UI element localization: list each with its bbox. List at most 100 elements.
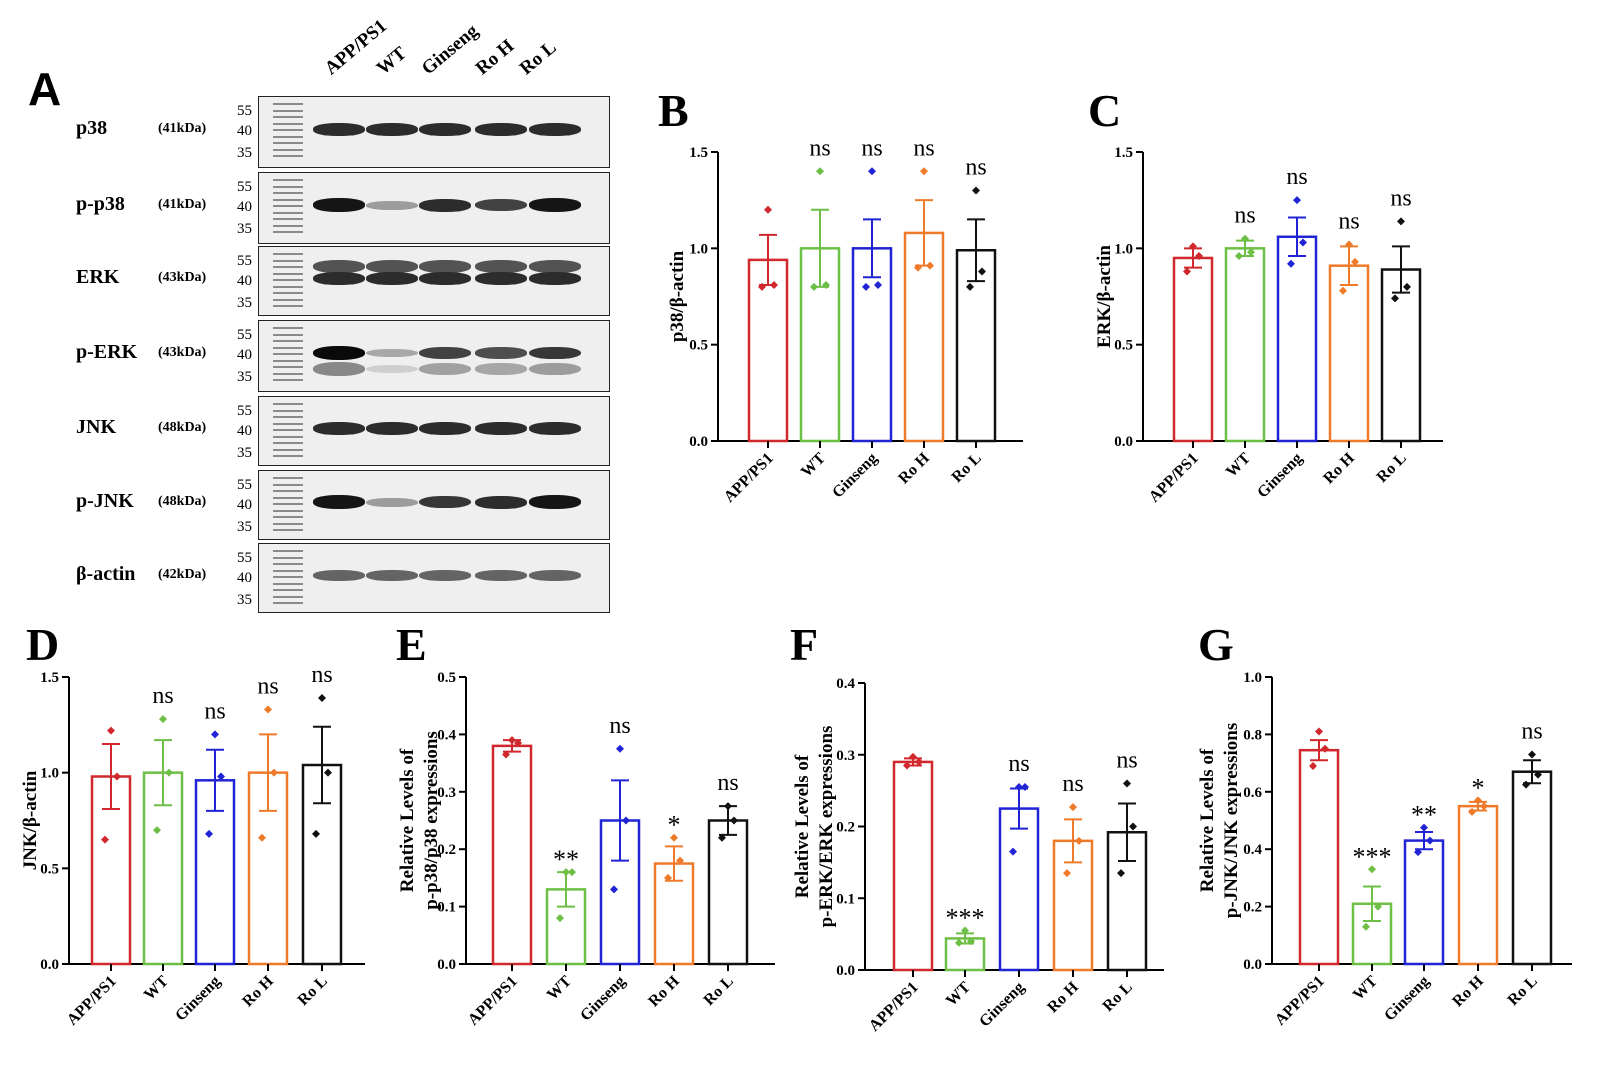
y-axis-label-line: p38/β-actin [667,250,688,342]
protein-band [419,122,471,136]
data-point [1021,783,1029,792]
x-tick-label: Ro H [1449,972,1487,1010]
bar [1224,247,1266,443]
y-tick-label: 0.0 [689,434,708,450]
marker-label: 35 [237,295,252,311]
kda-label: (43kDa) [158,270,207,285]
data-point [1368,865,1376,874]
y-tick-label: 0.0 [40,957,59,973]
data-point [1189,242,1197,251]
significance-label: ns [1008,751,1029,777]
data-point [903,761,911,770]
x-tick-label: WT [1223,450,1254,481]
blot-membrane [258,96,610,168]
significance-label: ** [1411,801,1437,830]
bar [747,258,789,443]
y-axis-label-line: p-p38/p38 expressions [421,731,442,910]
protein-band [475,347,527,359]
x-tick-label: Ro H [1320,449,1358,487]
protein-band [313,346,365,361]
data-point [1183,267,1191,276]
data-point [724,802,732,811]
bar [955,249,997,443]
ladder-band [273,285,303,288]
data-point [1468,807,1476,816]
data-point [1321,744,1329,753]
data-point [616,744,624,753]
ladder-band [273,179,303,181]
x-tick-label: APP/PS1 [64,973,120,1029]
blot-membrane [258,396,610,466]
protein-band [366,271,418,285]
protein-band [419,363,471,376]
bar [1172,256,1214,443]
panel-letter: G [1198,619,1234,670]
bar [1106,830,1148,972]
significance-label: ns [1338,208,1359,234]
data-point [966,282,974,291]
protein-band [419,569,471,581]
data-point [318,694,326,703]
y-tick-label: 0.0 [437,957,456,973]
data-point [1374,902,1382,911]
protein-band [475,199,527,212]
ladder-band [273,135,303,138]
data-point [159,715,167,724]
protein-band [313,122,365,136]
marker-label: 55 [237,550,252,566]
blot-label: ERK [76,266,120,288]
y-tick-label: 0.8 [1243,727,1262,743]
data-point [664,873,672,882]
protein-band [366,365,418,374]
blot-label: JNK [76,416,116,438]
y-axis-label-line: p-JNK/JNK expressions [1221,723,1242,918]
y-tick-label: 0.0 [1243,957,1262,973]
y-tick-label: 0.2 [1243,900,1262,916]
protein-band [366,259,418,273]
bar [944,937,986,972]
data-point [1420,823,1428,832]
lane-label: WT [372,42,411,80]
x-tick-label: APP/PS1 [721,450,777,506]
y-tick-label: 0.0 [1114,434,1133,450]
blot-membrane [258,320,610,392]
marker-label: 55 [237,403,252,419]
panel-letter: F [790,619,818,670]
significance-label: ns [1062,771,1083,797]
x-tick-label: Ginseng [976,979,1028,1031]
x-tick-label: Ro H [645,972,683,1010]
y-axis-label-line: Relative Levels of [1197,748,1218,892]
x-tick-label: Ro L [701,973,737,1009]
kda-label: (41kDa) [158,197,207,212]
y-tick-label: 0.3 [437,785,456,801]
ladder-band [273,142,303,144]
significance-label: * [668,811,681,840]
panel-letter: B [658,85,689,136]
protein-band [475,421,527,435]
y-tick-label: 0.0 [836,963,855,979]
bar [1380,268,1422,443]
ladder-band [273,379,303,381]
ladder-band [273,522,303,525]
data-point [822,280,830,289]
ladder-band [273,279,303,281]
y-tick-label: 1.0 [689,241,708,257]
data-point [1009,847,1017,856]
protein-band [475,363,527,375]
bar [491,744,533,966]
data-point [862,282,870,291]
protein-band [419,198,471,212]
protein-band [313,495,365,510]
panel-letter-a: A [28,63,62,115]
significance-label: ns [913,135,934,161]
data-point [909,752,917,761]
y-axis-label-line: JNK/β-actin [20,770,41,870]
significance-label: ns [311,662,332,688]
ladder-band [273,272,303,275]
bar [1328,264,1370,443]
x-tick-label: Ginseng [172,973,224,1025]
data-point [1309,761,1317,770]
bar [998,807,1040,972]
ladder-band [273,218,303,220]
protein-band [475,259,527,273]
